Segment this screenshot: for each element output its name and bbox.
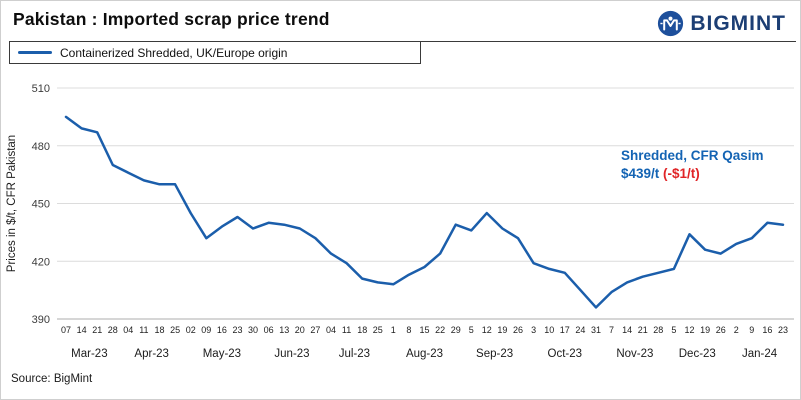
svg-text:20: 20	[295, 325, 305, 335]
svg-text:Aug-23: Aug-23	[406, 348, 443, 360]
svg-text:09: 09	[201, 325, 211, 335]
svg-text:10: 10	[544, 325, 554, 335]
svg-text:5: 5	[671, 325, 676, 335]
svg-text:510: 510	[32, 83, 50, 95]
svg-text:2: 2	[734, 325, 739, 335]
svg-text:Jan-24: Jan-24	[742, 348, 778, 360]
svg-text:Prices in $/t, CFR Pakistan: Prices in $/t, CFR Pakistan	[6, 135, 18, 272]
svg-text:25: 25	[170, 325, 180, 335]
legend-line-swatch	[18, 51, 52, 54]
svg-text:23: 23	[232, 325, 242, 335]
svg-text:28: 28	[653, 325, 663, 335]
svg-text:420: 420	[32, 256, 50, 268]
svg-text:18: 18	[357, 325, 367, 335]
svg-text:17: 17	[560, 325, 570, 335]
svg-text:15: 15	[419, 325, 429, 335]
svg-text:07: 07	[61, 325, 71, 335]
legend: Containerized Shredded, UK/Europe origin	[9, 41, 421, 64]
svg-text:06: 06	[264, 325, 274, 335]
svg-text:Apr-23: Apr-23	[134, 348, 169, 360]
svg-text:14: 14	[622, 325, 632, 335]
svg-text:Nov-23: Nov-23	[616, 348, 653, 360]
svg-text:12: 12	[684, 325, 694, 335]
svg-text:11: 11	[139, 325, 148, 335]
svg-text:02: 02	[186, 325, 196, 335]
svg-text:1: 1	[391, 325, 396, 335]
annotation-price-line: $439/t (-$1/t)	[621, 165, 764, 183]
svg-text:5: 5	[469, 325, 474, 335]
svg-text:3: 3	[531, 325, 536, 335]
svg-text:23: 23	[778, 325, 788, 335]
price-annotation: Shredded, CFR Qasim $439/t (-$1/t)	[621, 147, 764, 183]
svg-text:04: 04	[326, 325, 336, 335]
svg-text:27: 27	[310, 325, 320, 335]
svg-text:26: 26	[513, 325, 523, 335]
brand-logo: BIGMINT	[657, 10, 786, 37]
svg-text:14: 14	[77, 325, 87, 335]
svg-text:22: 22	[435, 325, 445, 335]
svg-text:390: 390	[32, 314, 50, 326]
svg-text:Jun-23: Jun-23	[274, 348, 309, 360]
svg-text:19: 19	[700, 325, 710, 335]
annotation-price-change: (-$1/t)	[663, 166, 700, 182]
svg-text:May-23: May-23	[203, 348, 241, 360]
svg-text:7: 7	[609, 325, 614, 335]
svg-text:04: 04	[123, 325, 133, 335]
bigmint-logo-icon	[657, 10, 684, 37]
source-note: Source: BigMint	[11, 373, 93, 385]
annotation-series-name: Shredded, CFR Qasim	[621, 148, 764, 163]
page-title: Pakistan : Imported scrap price trend	[13, 9, 330, 29]
svg-text:Oct-23: Oct-23	[548, 348, 583, 360]
svg-text:Mar-23: Mar-23	[71, 348, 107, 360]
svg-text:25: 25	[373, 325, 383, 335]
svg-text:8: 8	[406, 325, 411, 335]
svg-text:31: 31	[591, 325, 601, 335]
svg-text:12: 12	[482, 325, 492, 335]
svg-text:29: 29	[451, 325, 461, 335]
svg-text:26: 26	[716, 325, 726, 335]
annotation-price-value: $439/t	[621, 166, 660, 182]
svg-text:13: 13	[279, 325, 289, 335]
svg-text:16: 16	[762, 325, 772, 335]
svg-text:Dec-23: Dec-23	[679, 348, 716, 360]
svg-text:9: 9	[749, 325, 754, 335]
svg-text:21: 21	[638, 325, 648, 335]
svg-text:Sep-23: Sep-23	[476, 348, 513, 360]
svg-text:11: 11	[342, 325, 351, 335]
svg-text:480: 480	[32, 141, 50, 153]
svg-text:19: 19	[497, 325, 507, 335]
svg-text:21: 21	[92, 325, 102, 335]
brand-name: BIGMINT	[690, 11, 786, 35]
legend-label: Containerized Shredded, UK/Europe origin	[60, 45, 288, 60]
svg-text:18: 18	[154, 325, 164, 335]
svg-text:450: 450	[32, 199, 50, 211]
svg-text:24: 24	[575, 325, 585, 335]
svg-text:30: 30	[248, 325, 258, 335]
svg-text:28: 28	[108, 325, 118, 335]
svg-text:16: 16	[217, 325, 227, 335]
svg-text:Jul-23: Jul-23	[339, 348, 370, 360]
